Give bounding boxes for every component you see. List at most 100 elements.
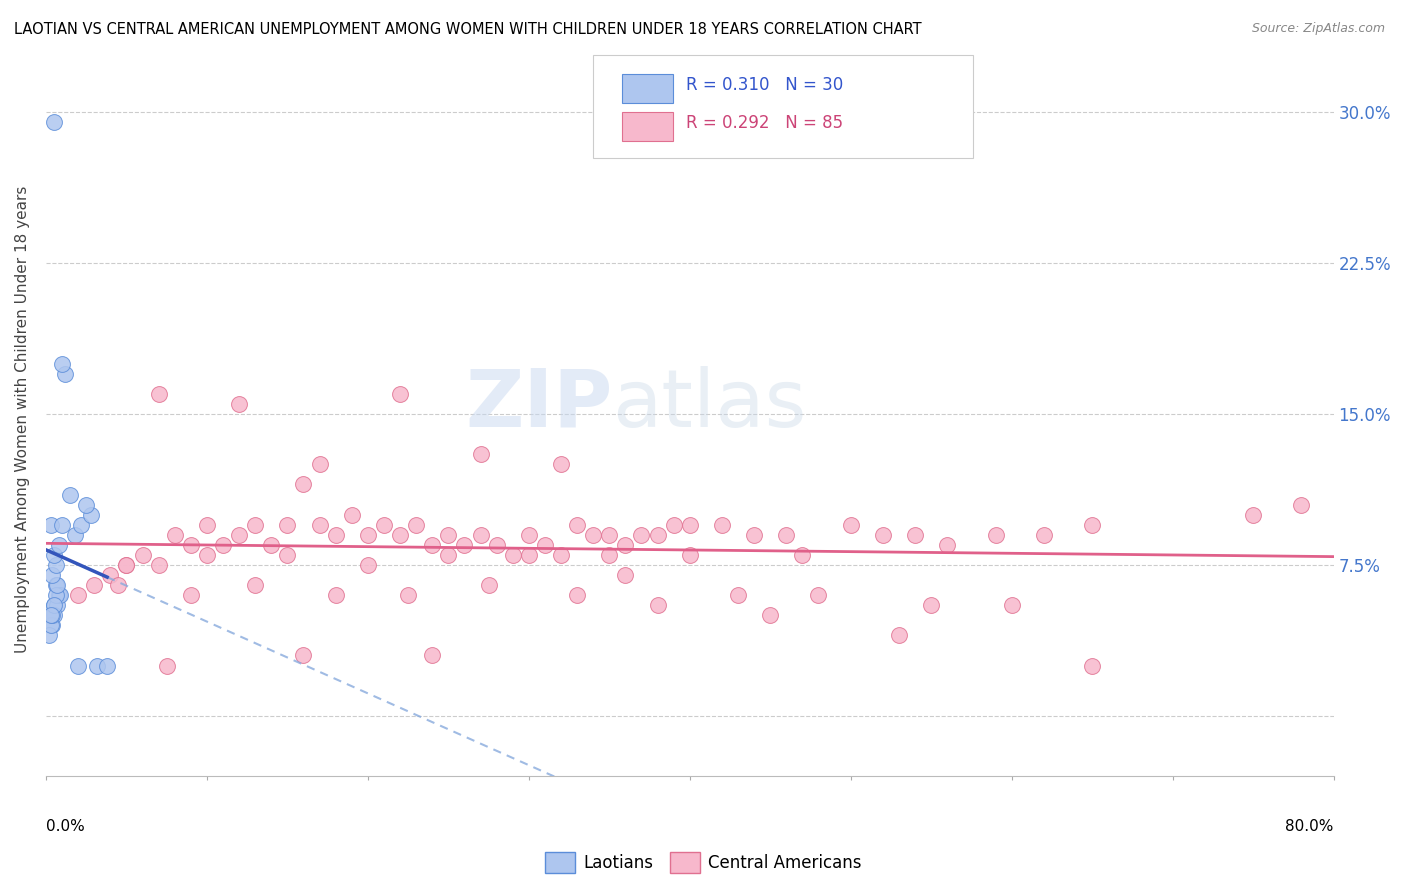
Point xyxy=(453,538,475,552)
Point xyxy=(1032,528,1054,542)
Point xyxy=(67,658,90,673)
Point xyxy=(195,548,218,562)
Point xyxy=(42,115,65,129)
Point xyxy=(502,548,524,562)
Point xyxy=(630,528,652,542)
Point xyxy=(662,517,685,532)
Text: R = 0.310   N = 30: R = 0.310 N = 30 xyxy=(686,76,844,94)
Point xyxy=(373,517,395,532)
Point xyxy=(807,588,830,602)
Point xyxy=(38,628,60,642)
Point xyxy=(470,447,492,461)
Point xyxy=(245,578,267,592)
Point xyxy=(984,528,1007,542)
Point xyxy=(614,568,637,582)
Point xyxy=(437,548,460,562)
Point xyxy=(53,367,76,381)
Point xyxy=(46,578,69,592)
Point xyxy=(41,618,63,632)
Point xyxy=(420,648,443,663)
Point xyxy=(357,528,380,542)
Point xyxy=(59,487,82,501)
Text: atlas: atlas xyxy=(613,366,807,444)
Point xyxy=(477,578,499,592)
Point xyxy=(598,548,620,562)
Point xyxy=(46,598,69,612)
Point xyxy=(325,588,347,602)
Point xyxy=(325,528,347,542)
Point xyxy=(70,517,93,532)
Point xyxy=(195,517,218,532)
Point xyxy=(647,528,669,542)
Point xyxy=(180,588,202,602)
Point xyxy=(45,558,67,572)
Point xyxy=(485,538,508,552)
Point xyxy=(39,618,62,632)
Point xyxy=(742,528,765,542)
Point xyxy=(67,588,90,602)
Text: 0.0%: 0.0% xyxy=(46,819,84,834)
Point xyxy=(292,648,315,663)
Point xyxy=(96,658,118,673)
Point xyxy=(41,608,63,623)
Point xyxy=(389,528,412,542)
Point xyxy=(86,658,108,673)
Point xyxy=(1241,508,1264,522)
Point xyxy=(872,528,894,542)
Point xyxy=(1291,498,1313,512)
Point xyxy=(48,538,70,552)
Point xyxy=(39,517,62,532)
Point xyxy=(1081,517,1104,532)
Point xyxy=(679,517,702,532)
Point xyxy=(292,477,315,491)
FancyBboxPatch shape xyxy=(621,112,673,141)
Point xyxy=(148,558,170,572)
Point xyxy=(550,458,572,472)
Point xyxy=(1081,658,1104,673)
Point xyxy=(389,387,412,401)
Point xyxy=(42,598,65,612)
Point xyxy=(647,598,669,612)
Point xyxy=(45,578,67,592)
Point xyxy=(51,517,73,532)
Point xyxy=(775,528,797,542)
Point xyxy=(80,508,103,522)
Point xyxy=(679,548,702,562)
Point xyxy=(792,548,814,562)
Point xyxy=(45,588,67,602)
Point xyxy=(41,568,63,582)
Point xyxy=(180,538,202,552)
Point xyxy=(228,528,250,542)
Point xyxy=(42,608,65,623)
Text: 80.0%: 80.0% xyxy=(1285,819,1333,834)
Point xyxy=(904,528,927,542)
Point xyxy=(98,568,121,582)
Point xyxy=(115,558,138,572)
Point xyxy=(517,528,540,542)
Point xyxy=(48,588,70,602)
Point xyxy=(276,517,298,532)
Point xyxy=(437,528,460,542)
Point xyxy=(75,498,97,512)
Point xyxy=(470,528,492,542)
Point xyxy=(614,538,637,552)
Point xyxy=(340,508,363,522)
Point xyxy=(517,548,540,562)
Point xyxy=(534,538,557,552)
Point xyxy=(565,517,588,532)
Point xyxy=(42,598,65,612)
Legend: Laotians, Central Americans: Laotians, Central Americans xyxy=(538,846,868,880)
Point xyxy=(156,658,179,673)
Point xyxy=(598,528,620,542)
Point xyxy=(212,538,235,552)
Point xyxy=(49,588,72,602)
Y-axis label: Unemployment Among Women with Children Under 18 years: Unemployment Among Women with Children U… xyxy=(15,186,30,653)
Point xyxy=(42,548,65,562)
Point xyxy=(920,598,942,612)
Point xyxy=(582,528,605,542)
Point xyxy=(887,628,910,642)
Text: ZIP: ZIP xyxy=(465,366,613,444)
Point xyxy=(63,528,86,542)
Point xyxy=(228,397,250,411)
FancyBboxPatch shape xyxy=(621,74,673,103)
